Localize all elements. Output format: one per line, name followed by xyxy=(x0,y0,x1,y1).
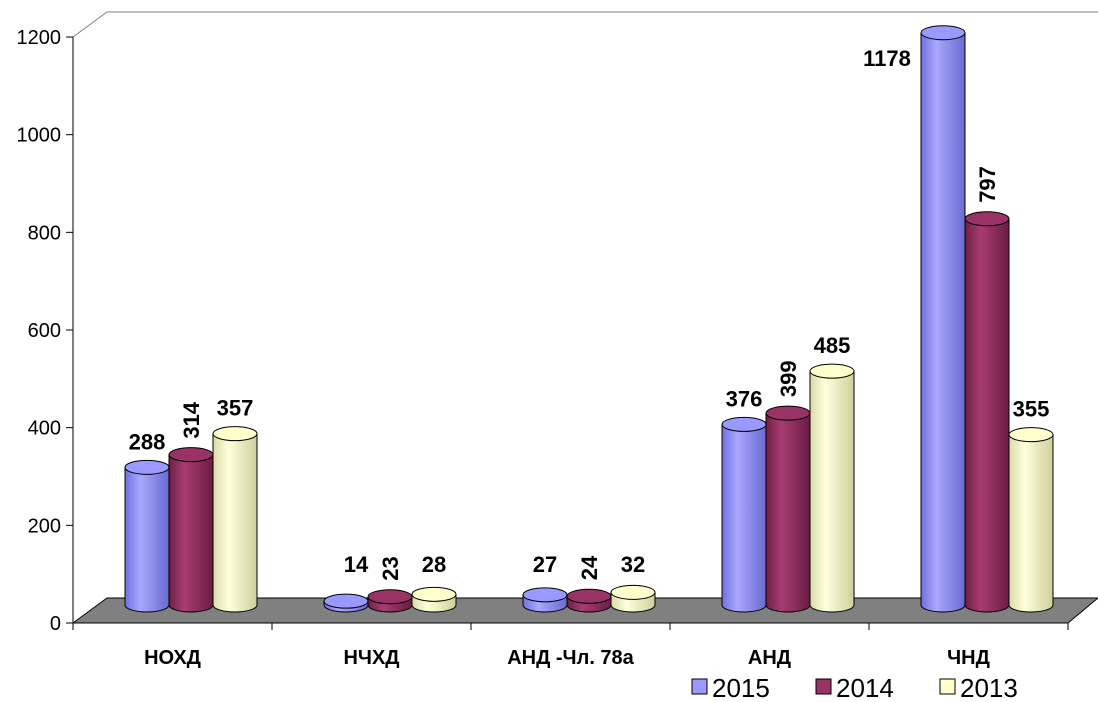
x-category-label: НЧХД xyxy=(343,647,399,669)
data-label: 355 xyxy=(1013,397,1050,422)
bar-2015-0 xyxy=(124,459,170,613)
bar-2014-4 xyxy=(964,211,1010,613)
x-category-label: НОХД xyxy=(144,647,201,669)
y-tick-label: 1000 xyxy=(17,125,62,147)
bar-2014-0 xyxy=(168,447,214,613)
bar-2014-2 xyxy=(566,588,612,613)
data-labels: 288 14 27 376 1178 314 23 24 399 797 357 28 32 485 355 xyxy=(129,46,1050,581)
legend-swatch xyxy=(691,678,708,695)
data-label: 28 xyxy=(422,552,446,577)
data-label: 399 xyxy=(776,360,801,397)
data-label: 1178 xyxy=(863,46,911,71)
legend-swatch xyxy=(815,678,832,695)
bar-2013-0 xyxy=(212,426,258,613)
data-label: 23 xyxy=(378,556,403,580)
data-label: 797 xyxy=(975,166,1000,203)
legend-label: 2013 xyxy=(960,673,1018,702)
y-tick-label: 0 xyxy=(50,613,61,635)
data-label: 27 xyxy=(533,552,557,577)
bar-2015-4 xyxy=(920,25,966,613)
legend-label: 2015 xyxy=(712,673,770,702)
bar-2014-3 xyxy=(765,405,811,613)
legend: 2015 2014 2013 xyxy=(691,673,1018,702)
y-axis-ticks: 0 200 400 600 800 1000 1200 xyxy=(17,27,73,635)
data-label: 32 xyxy=(621,552,645,577)
legend-item-2013: 2013 xyxy=(939,673,1018,702)
data-label: 14 xyxy=(344,552,369,577)
bar-2013-3 xyxy=(809,363,855,613)
bar-2015-3 xyxy=(721,416,767,613)
data-label: 24 xyxy=(577,555,602,580)
legend-label: 2014 xyxy=(836,673,894,702)
bar-2013-4 xyxy=(1008,427,1054,613)
legend-item-2015: 2015 xyxy=(691,673,770,702)
data-label: 314 xyxy=(179,401,204,438)
data-label: 376 xyxy=(726,386,763,411)
x-axis-categories: НОХД НЧХД АНД -Чл. 78а АНД ЧНД xyxy=(72,623,1069,669)
x-category-label: ЧНД xyxy=(947,647,990,669)
y-tick-label: 200 xyxy=(28,515,61,537)
y-tick-label: 800 xyxy=(28,222,61,244)
bar-2015-2 xyxy=(522,587,568,613)
data-label: 357 xyxy=(217,396,254,421)
x-category-label: АНД -Чл. 78а xyxy=(507,647,634,669)
y-tick-label: 400 xyxy=(28,418,61,440)
data-label: 288 xyxy=(129,429,166,454)
y-tick-label: 600 xyxy=(28,320,61,342)
bar-2013-2 xyxy=(610,584,656,613)
y-tick-label: 1200 xyxy=(17,27,62,49)
bar-2014-1 xyxy=(367,589,413,613)
data-label: 485 xyxy=(814,333,851,358)
x-category-label: АНД xyxy=(748,647,791,669)
legend-item-2014: 2014 xyxy=(815,673,894,702)
legend-swatch xyxy=(939,678,956,695)
bars xyxy=(124,25,1054,613)
bar-2013-1 xyxy=(411,586,457,613)
bar-2015-1 xyxy=(323,593,369,613)
